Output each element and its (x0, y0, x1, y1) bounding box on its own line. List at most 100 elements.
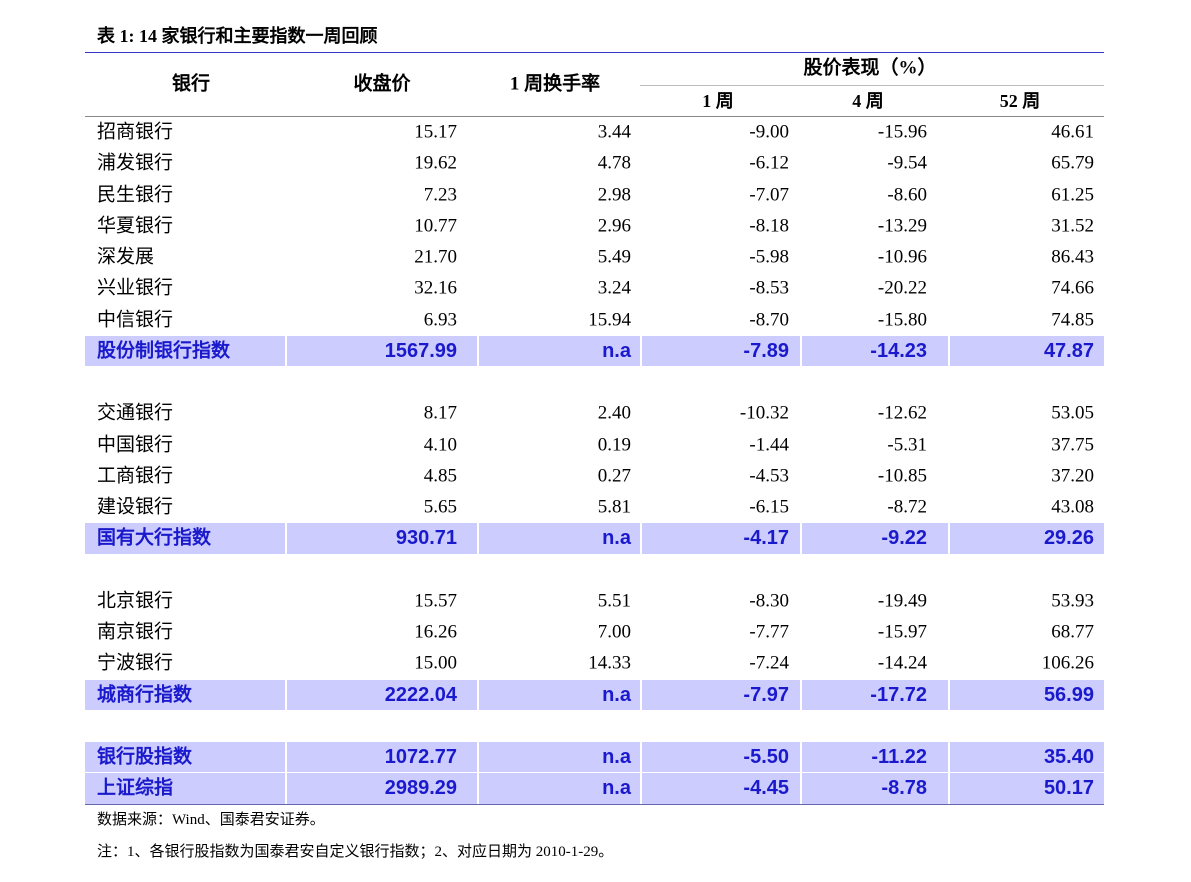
cell-value: -8.18 (749, 215, 789, 237)
cell-value: -10.85 (877, 465, 927, 487)
index-row-bg (85, 523, 285, 554)
cell-value: 21.70 (414, 246, 457, 268)
index-value: -7.97 (743, 683, 789, 706)
note: 数据来源：Wind、国泰君安证券。 (97, 812, 325, 828)
cell-value: -6.15 (749, 496, 789, 518)
bank-name: 建设银行 (97, 496, 174, 518)
cell-value: 15.57 (414, 590, 457, 612)
cell-value: 74.66 (1051, 277, 1094, 299)
index-value: n.a (602, 527, 631, 550)
cell-value: 43.08 (1051, 496, 1094, 518)
index-row-bg (479, 679, 640, 710)
cell-value: -6.12 (749, 152, 789, 174)
index-value: n.a (602, 683, 631, 706)
cell-value: -15.97 (877, 621, 927, 643)
cell-value: 0.19 (597, 434, 631, 456)
header-week1: 1 周 (702, 91, 734, 111)
cell-value: 4.85 (423, 465, 457, 487)
cell-value: 0.27 (597, 465, 631, 487)
cell-value: 86.43 (1051, 246, 1094, 268)
cell-value: -10.96 (877, 246, 927, 268)
cell-value: 61.25 (1051, 184, 1094, 206)
top-rule (85, 52, 1104, 53)
cell-value: 5.49 (597, 246, 631, 268)
index-name: 股份制银行指数 (97, 339, 231, 362)
index-name: 上证综指 (97, 776, 174, 799)
cell-value: 3.24 (597, 277, 631, 299)
header-rule (85, 116, 1104, 117)
index-row-bg (802, 742, 948, 773)
cell-value: 46.61 (1051, 121, 1094, 143)
bank-name: 华夏银行 (97, 215, 174, 237)
index-row-bg (642, 742, 800, 773)
cell-value: 19.62 (414, 152, 457, 174)
bank-name: 工商银行 (97, 465, 174, 487)
index-row-bg (85, 335, 285, 366)
cell-value: 31.52 (1051, 215, 1094, 237)
bank-name: 兴业银行 (97, 277, 174, 299)
index-value: -5.50 (743, 746, 789, 769)
cell-value: -15.96 (877, 121, 927, 143)
index-row-bg (287, 679, 477, 710)
index-row-bg (950, 742, 1104, 773)
index-value: n.a (602, 777, 631, 800)
cell-value: -19.49 (877, 590, 927, 612)
cell-value: 8.17 (423, 402, 457, 424)
cell-value: 15.94 (588, 309, 631, 331)
index-row-bg (642, 335, 800, 366)
index-row-bg (287, 742, 477, 773)
index-row-bg (802, 335, 948, 366)
index-value: -9.22 (881, 527, 927, 550)
cell-value: -7.24 (749, 652, 789, 674)
index-row-bg (85, 773, 285, 804)
index-row-bg (802, 773, 948, 804)
cell-value: -7.07 (749, 184, 789, 206)
cell-value: 15.17 (414, 121, 457, 143)
cell-value: -20.22 (877, 277, 927, 299)
cell-value: 65.79 (1051, 152, 1094, 174)
index-row-bg (479, 773, 640, 804)
cell-value: 53.93 (1051, 590, 1094, 612)
index-value: 35.40 (1043, 746, 1094, 769)
cell-value: 2.96 (597, 215, 631, 237)
index-row-bg (479, 742, 640, 773)
cell-value: 4.10 (423, 434, 457, 456)
cell-value: -12.62 (877, 402, 927, 424)
index-value: 29.26 (1043, 527, 1094, 550)
index-row-bg (85, 742, 285, 773)
index-row-bg (950, 679, 1104, 710)
index-row-bg (85, 679, 285, 710)
index-value: 1567.99 (384, 339, 457, 362)
cell-value: 14.33 (588, 652, 631, 674)
index-row-bg (479, 523, 640, 554)
bank-name: 中国银行 (97, 434, 174, 456)
cell-value: -8.70 (749, 309, 789, 331)
header-week4: 4 周 (852, 91, 884, 111)
index-name: 国有大行指数 (97, 526, 212, 549)
index-row-bg (950, 773, 1104, 804)
cell-value: 10.77 (414, 215, 457, 237)
index-value: 2222.04 (384, 683, 457, 706)
index-value: 56.99 (1043, 683, 1094, 706)
index-row-bg (479, 335, 640, 366)
bank-name: 浦发银行 (97, 152, 174, 174)
index-value: -17.72 (870, 683, 927, 706)
bank-name: 交通银行 (97, 402, 174, 424)
index-value: 50.17 (1043, 777, 1094, 800)
bottom-rule (85, 804, 1104, 805)
cell-value: -5.31 (887, 434, 927, 456)
bank-name: 招商银行 (97, 121, 174, 143)
cell-value: -9.00 (749, 121, 789, 143)
index-value: 1072.77 (384, 746, 457, 769)
index-value: -4.17 (743, 527, 789, 550)
index-name: 城商行指数 (97, 683, 193, 706)
cell-value: 3.44 (597, 121, 631, 143)
index-value: -8.78 (881, 777, 927, 800)
index-value: 930.71 (395, 527, 457, 550)
cell-value: 53.05 (1051, 402, 1094, 424)
bank-name: 宁波银行 (97, 652, 174, 674)
bank-name: 民生银行 (97, 184, 174, 206)
cell-value: -15.80 (877, 309, 927, 331)
cell-value: -4.53 (749, 465, 789, 487)
